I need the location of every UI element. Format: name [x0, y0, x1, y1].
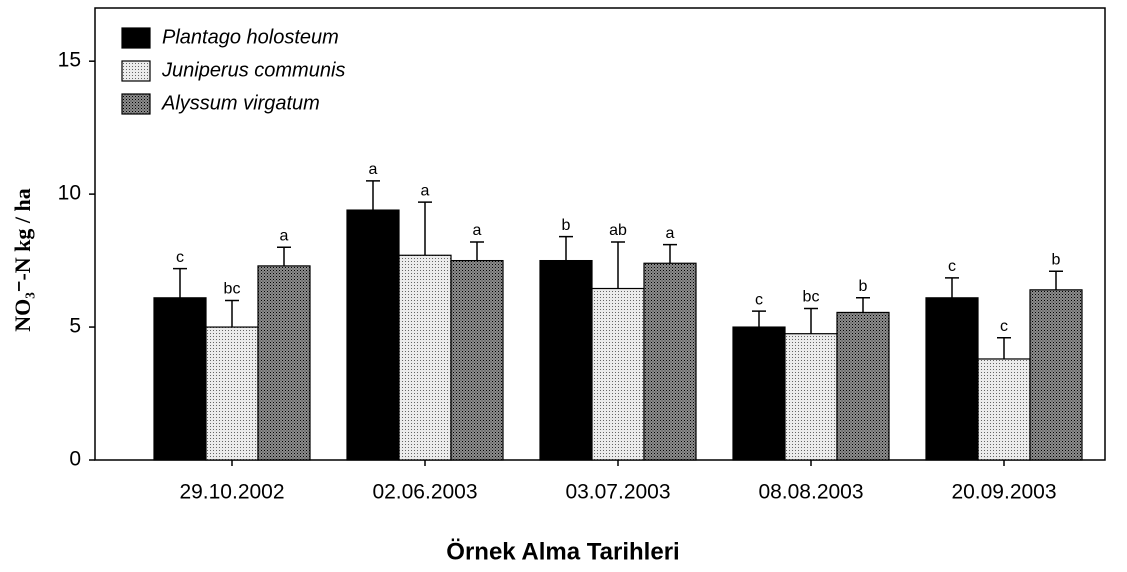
legend-label: Juniperus communis — [161, 59, 345, 81]
error-bar — [945, 277, 959, 298]
legend-swatch — [121, 27, 151, 49]
error-bar — [752, 310, 766, 328]
bar — [643, 262, 697, 461]
x-axis-title: Örnek Alma Tarihleri — [446, 538, 679, 565]
bar-letter: b — [859, 278, 868, 295]
bar-letter: b — [1052, 251, 1061, 268]
error-bar — [225, 299, 239, 328]
error-bar — [856, 297, 870, 313]
legend-label: Alyssum virgatum — [161, 92, 320, 114]
error-bar — [804, 307, 818, 334]
bar-letter: c — [176, 249, 184, 266]
bar-letter: b — [562, 217, 571, 234]
bar — [732, 326, 786, 461]
bar-letter: a — [421, 182, 430, 199]
legend-label: Plantago holosteum — [162, 26, 339, 48]
bar — [450, 259, 504, 461]
bar-letter: a — [280, 228, 289, 245]
bar-letter: a — [369, 161, 378, 178]
legend-swatch — [121, 60, 151, 82]
y-tick-label: 10 — [58, 182, 81, 205]
bar-letter: a — [473, 222, 482, 239]
bar — [1029, 289, 1083, 461]
bar — [346, 209, 400, 461]
y-tick-label: 5 — [69, 315, 81, 338]
bar — [925, 297, 979, 461]
x-tick-label: 02.06.2003 — [372, 481, 477, 504]
error-bar — [997, 336, 1011, 359]
bar — [398, 254, 452, 461]
y-tick-label: 15 — [58, 49, 81, 72]
bar-letter: bc — [803, 289, 820, 306]
error-bar — [611, 241, 625, 289]
error-bar — [470, 241, 484, 261]
bar-letter: ab — [609, 222, 627, 239]
bar-letter: c — [755, 291, 763, 308]
x-tick-label: 29.10.2002 — [179, 481, 284, 504]
bar — [153, 297, 207, 461]
bar — [784, 333, 838, 461]
bar-letter: bc — [224, 281, 241, 298]
bar — [539, 259, 593, 461]
bar-letter: c — [948, 258, 956, 275]
bar — [205, 326, 259, 461]
bar — [591, 287, 645, 461]
bar — [257, 265, 311, 461]
bar — [977, 358, 1031, 461]
error-bar — [366, 180, 380, 211]
y-axis-title: NO₃⁻-N kg / ha — [10, 188, 35, 332]
x-tick-label: 08.08.2003 — [758, 481, 863, 504]
error-bar — [277, 246, 291, 266]
y-tick-label: 0 — [69, 448, 81, 471]
x-tick-label: 03.07.2003 — [565, 481, 670, 504]
bar-letter: c — [1000, 318, 1008, 335]
error-bar — [418, 201, 432, 256]
bar — [836, 311, 890, 461]
error-bar — [559, 235, 573, 261]
x-tick-label: 20.09.2003 — [951, 481, 1056, 504]
error-bar — [663, 243, 677, 264]
bar-letter: a — [666, 225, 675, 242]
error-bar — [173, 267, 187, 298]
error-bar — [1049, 270, 1063, 290]
legend-swatch — [121, 93, 151, 115]
